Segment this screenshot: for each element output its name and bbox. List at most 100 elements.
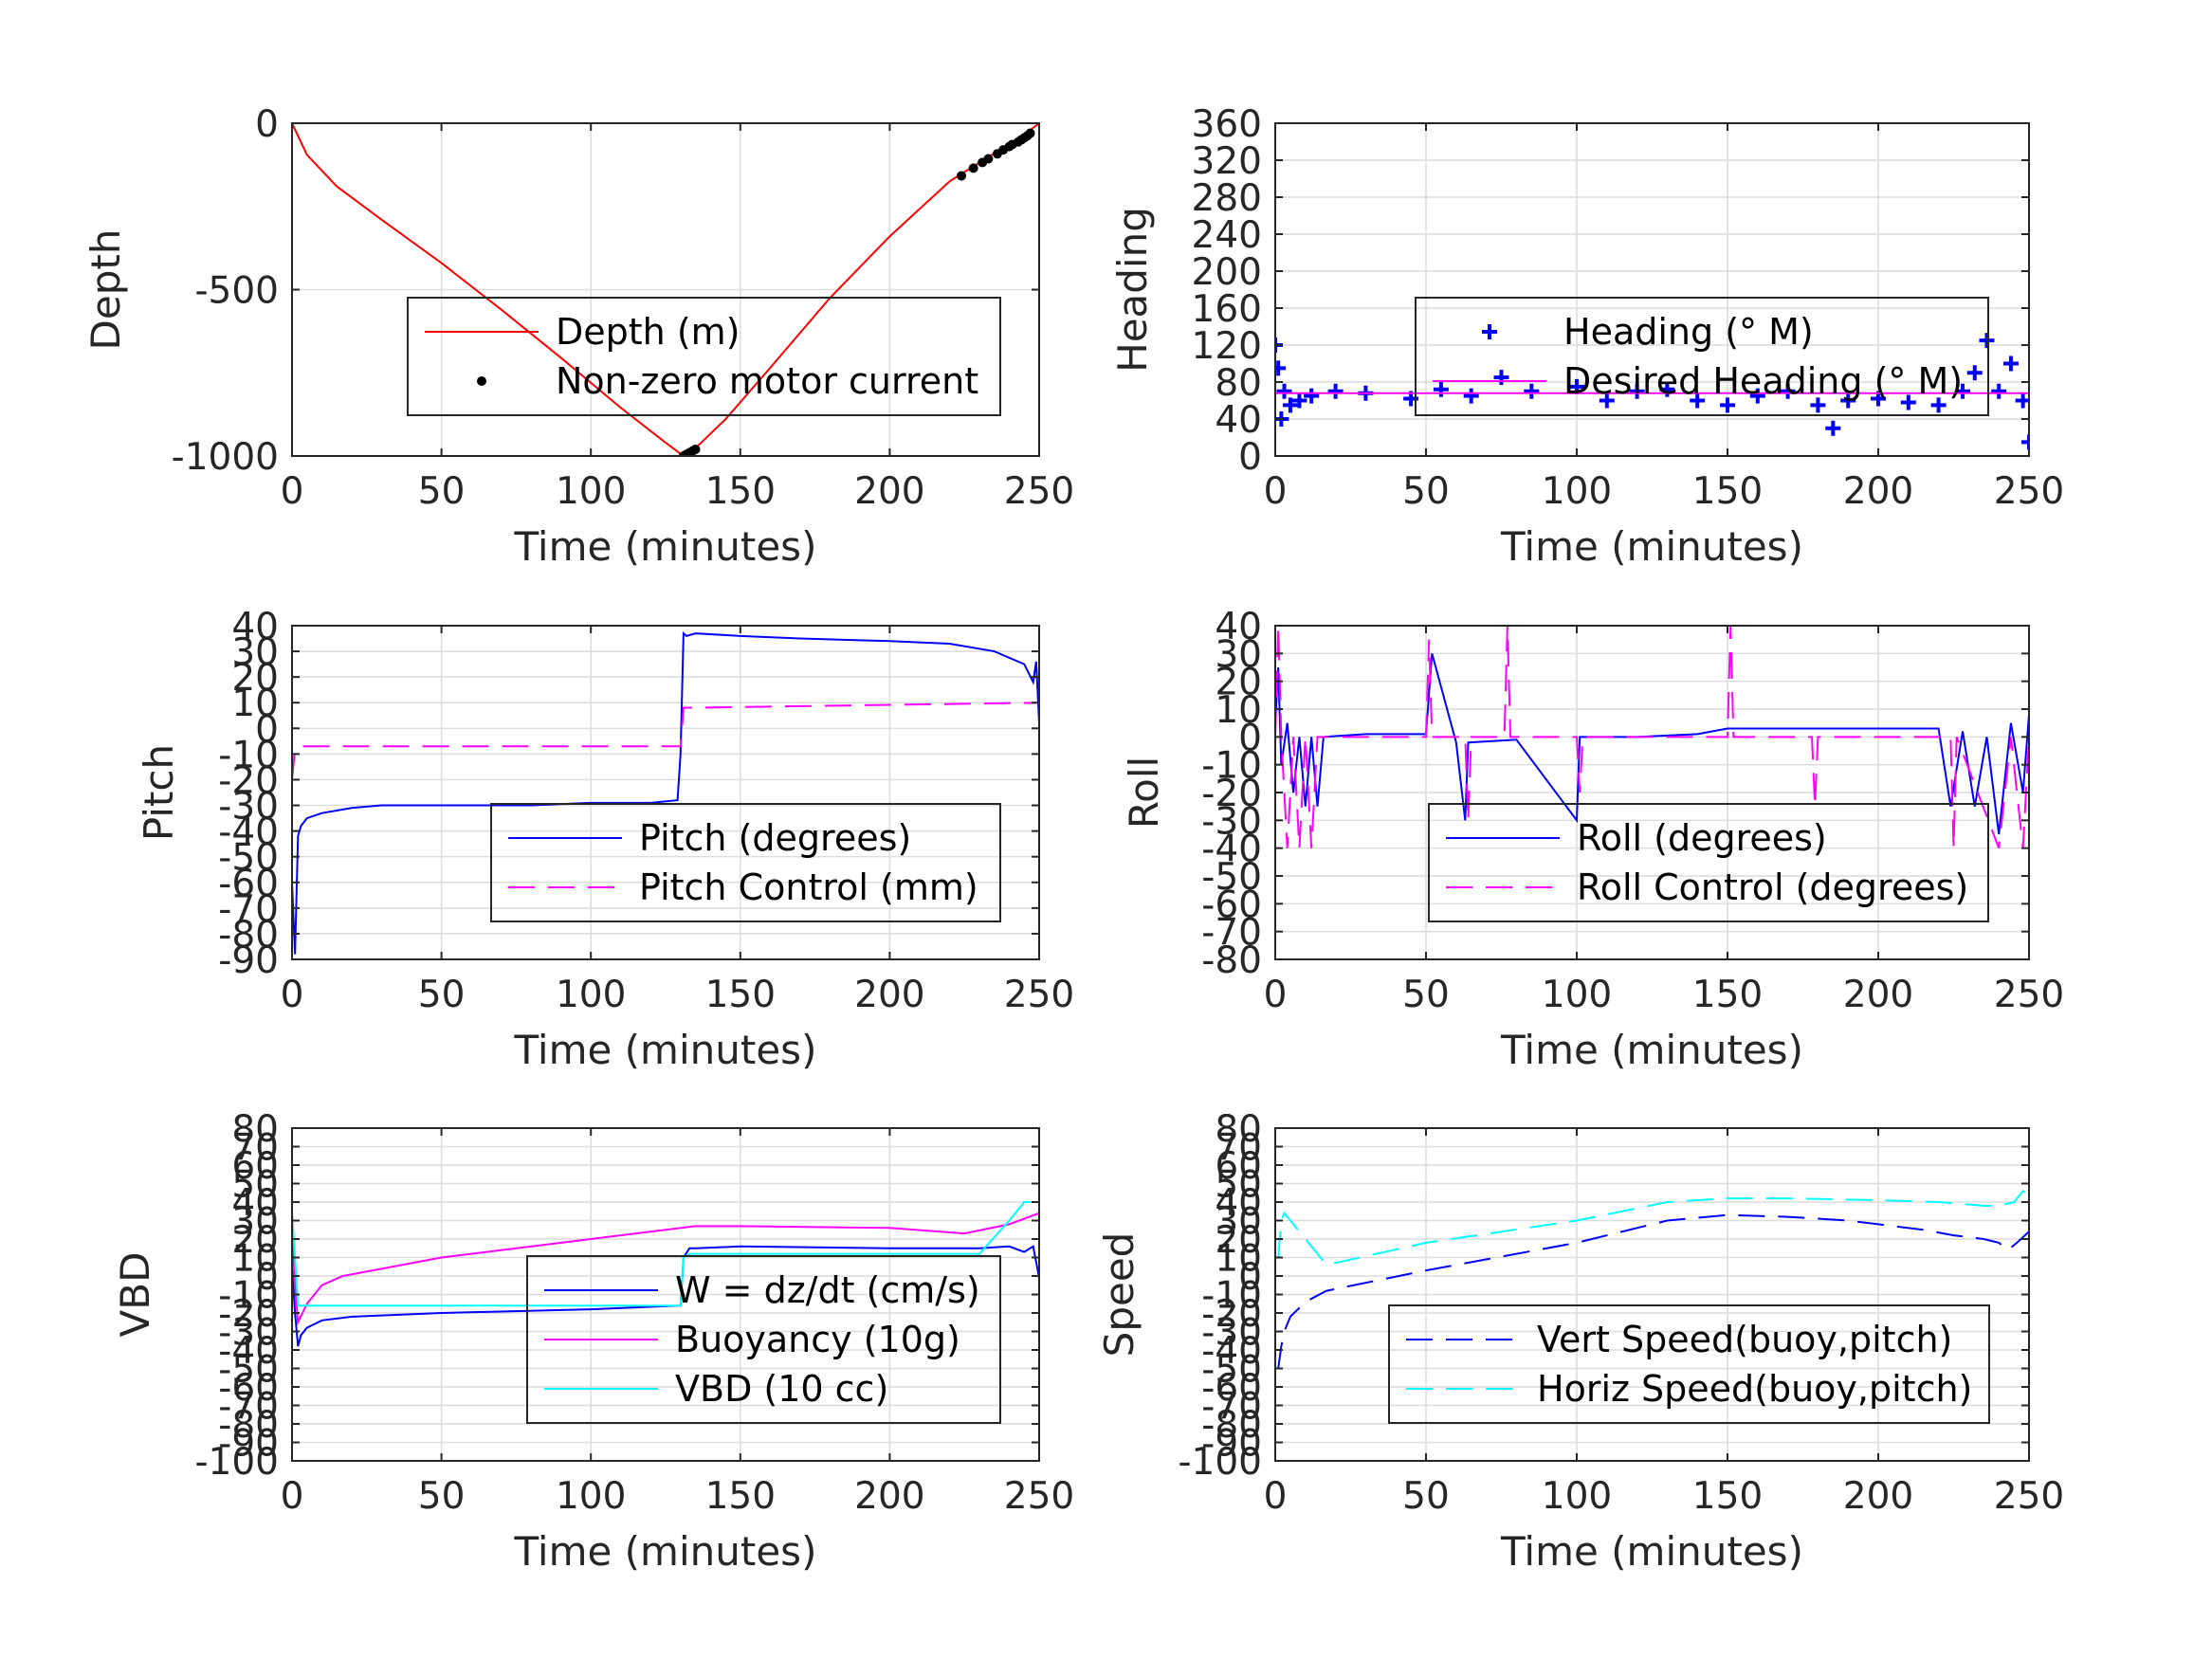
x-tick-label: 150: [1692, 470, 1763, 513]
x-tick-label: 0: [281, 974, 304, 1016]
legend-box: [407, 297, 1001, 416]
y-tick-label: -40: [218, 811, 279, 854]
chart-panel-0: 0 50 100 150 200 250 -1000 -500 0 Time (minutes) D…: [82, 103, 1074, 570]
data-point: [1569, 378, 1584, 394]
data-point: [1900, 394, 1916, 410]
y-tick-label: -100: [194, 1441, 279, 1484]
x-axis-label: Time (minutes): [514, 1027, 817, 1073]
data-point: [1749, 388, 1765, 404]
y-tick-label: -10: [1201, 1275, 1262, 1318]
x-tick-label: 0: [1264, 974, 1288, 1016]
legend-marker: [1482, 324, 1497, 339]
legend-label: Roll Control (degrees): [1577, 866, 1968, 908]
plot-area: [1275, 333, 2029, 450]
y-tick-label: 200: [1192, 251, 1262, 294]
y-tick-label: 0: [255, 708, 279, 751]
x-tick-label: 50: [418, 974, 466, 1016]
x-tick-label: 250: [1994, 974, 2064, 1016]
legend: W = dz/dt (cm/s) Buoyancy (10g) VBD (10 cc…: [526, 1255, 1001, 1424]
x-tick-label: 0: [281, 470, 304, 513]
data-point: [1524, 383, 1540, 399]
y-tick-label: 50: [1215, 1164, 1262, 1207]
y-tick-label: 0: [1238, 1256, 1262, 1299]
y-tick-label: 20: [231, 1219, 279, 1262]
y-tick-label: 30: [1215, 633, 1262, 676]
y-tick-label: 10: [1215, 1238, 1262, 1281]
y-tick-label: -80: [1201, 1404, 1262, 1447]
x-tick-label: 50: [1402, 1475, 1450, 1518]
y-axis-label: Pitch: [136, 744, 182, 841]
data-point: [1930, 397, 1947, 413]
data-point: [1720, 397, 1735, 413]
series-line: [292, 630, 1039, 955]
y-tick-label: 70: [231, 1127, 279, 1170]
chart-panel-3: 0 50 100 150 200 250-80-70-60-50-40-30-20-100…: [1121, 606, 2064, 1073]
y-tick-label: 30: [231, 1201, 279, 1244]
legend-label: Pitch (degrees): [639, 817, 911, 859]
data-point: [1025, 128, 1035, 138]
data-point: [968, 163, 978, 173]
y-tick-label: -80: [218, 914, 279, 957]
x-tick-label: 100: [1542, 1475, 1612, 1518]
y-tick-label: -30: [218, 1312, 279, 1355]
data-point: [1276, 383, 1292, 399]
series-1: [292, 702, 1039, 780]
legend-label: Heading (° M): [1563, 311, 1814, 353]
data-point: [2015, 392, 2029, 409]
plot-area: [1277, 1189, 2029, 1369]
x-tick-label: 200: [854, 470, 924, 513]
y-tick-label: -60: [1201, 1367, 1262, 1410]
x-tick-label: 0: [281, 1475, 304, 1518]
x-axis-label: Time (minutes): [1500, 1528, 1803, 1575]
data-point: [1840, 392, 1856, 409]
y-tick-label: 160: [1192, 288, 1262, 331]
legend-label: Non-zero motor current: [556, 360, 978, 402]
series-line: [292, 702, 1039, 780]
chart-panel-4: 0 50 100 150 200 250-100-90-80-70-60-50-40-30…: [112, 1108, 1074, 1575]
y-tick-label: -10: [218, 1275, 279, 1318]
y-tick-label: -60: [218, 863, 279, 905]
y-tick-label: 60: [1215, 1145, 1262, 1188]
y-tick-label: 70: [1215, 1127, 1262, 1170]
series-0: [1277, 1213, 2029, 1369]
y-axis-label: Roll: [1121, 757, 1167, 829]
data-point: [957, 171, 967, 181]
y-tick-label: -500: [194, 270, 279, 313]
y-tick-label: 0: [255, 103, 279, 146]
data-point: [1780, 383, 1796, 399]
y-tick-label: -70: [1201, 912, 1262, 955]
x-tick-label: 100: [556, 974, 626, 1016]
legend: Vert Speed(buoy,pitch) Horiz Speed(buoy,p…: [1388, 1304, 1990, 1424]
y-tick-label: -70: [218, 1386, 279, 1429]
series-line: [1277, 1189, 2029, 1267]
axes-box: [291, 625, 1040, 960]
axes-box: [1274, 122, 2030, 457]
y-tick-label: 0: [1238, 717, 1262, 759]
x-axis-label: Time (minutes): [514, 1528, 817, 1575]
x-tick-label: 250: [1004, 470, 1074, 513]
y-tick-label: -90: [1201, 1423, 1262, 1466]
x-tick-label: 200: [854, 974, 924, 1016]
series-line: [292, 1212, 1039, 1326]
y-tick-label: -40: [1201, 1330, 1262, 1373]
x-tick-label: 50: [418, 1475, 466, 1518]
y-tick-label: 120: [1192, 325, 1262, 368]
y-tick-label: 0: [1238, 436, 1262, 479]
data-point: [1599, 392, 1615, 409]
data-point: [1304, 388, 1320, 404]
legend-label: Roll (degrees): [1577, 817, 1827, 859]
y-tick-label: -100: [1178, 1441, 1262, 1484]
x-tick-label: 150: [1692, 974, 1763, 1016]
data-point: [1966, 365, 1983, 381]
series-2: [292, 1201, 1039, 1307]
y-axis-label: Speed: [1096, 1232, 1143, 1358]
x-axis-label: Time (minutes): [1500, 1027, 1803, 1073]
x-tick-label: 50: [418, 470, 466, 513]
y-tick-label: 320: [1192, 140, 1262, 183]
y-tick-label: 20: [1215, 662, 1262, 704]
y-tick-label: 20: [1215, 1219, 1262, 1262]
y-axis-label: VBD: [112, 1252, 158, 1338]
chart-panel-5: 0 50 100 150 200 250-100-90-80-70-60-50-40-30…: [1096, 1108, 2064, 1575]
y-tick-label: -80: [218, 1404, 279, 1447]
series-0: [292, 630, 1039, 955]
